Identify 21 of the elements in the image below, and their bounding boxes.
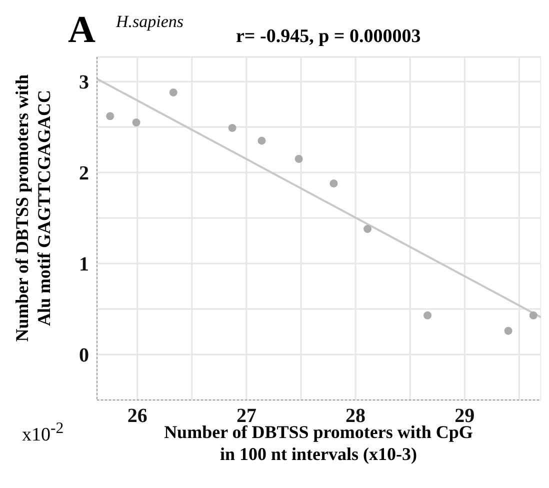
- text: H.sapiens: [116, 12, 184, 32]
- point: [294, 154, 303, 163]
- chart-title: r= -0.945, p = 0.000003: [236, 26, 421, 48]
- point: [330, 179, 338, 188]
- y-tick-label: 0: [79, 344, 89, 367]
- point: [132, 118, 140, 127]
- y-tick-label: 1: [79, 254, 89, 276]
- point: [424, 311, 432, 320]
- point: [504, 326, 512, 335]
- point: [169, 88, 178, 96]
- x-tick-label: 26: [127, 405, 148, 428]
- y-tick-label: 2: [79, 162, 89, 185]
- y-axis-title: Number of DBTSS promoters with Alu motif GAGTTCGAGACC: [11, 73, 55, 344]
- point: [529, 311, 538, 320]
- point: [228, 124, 236, 132]
- point: [258, 136, 266, 145]
- point: [364, 224, 372, 233]
- y-tick-label: 3: [79, 72, 89, 94]
- panel-letter: A: [68, 8, 96, 52]
- point: [106, 112, 114, 120]
- text: x10$^{-2}$: [22, 420, 64, 446]
